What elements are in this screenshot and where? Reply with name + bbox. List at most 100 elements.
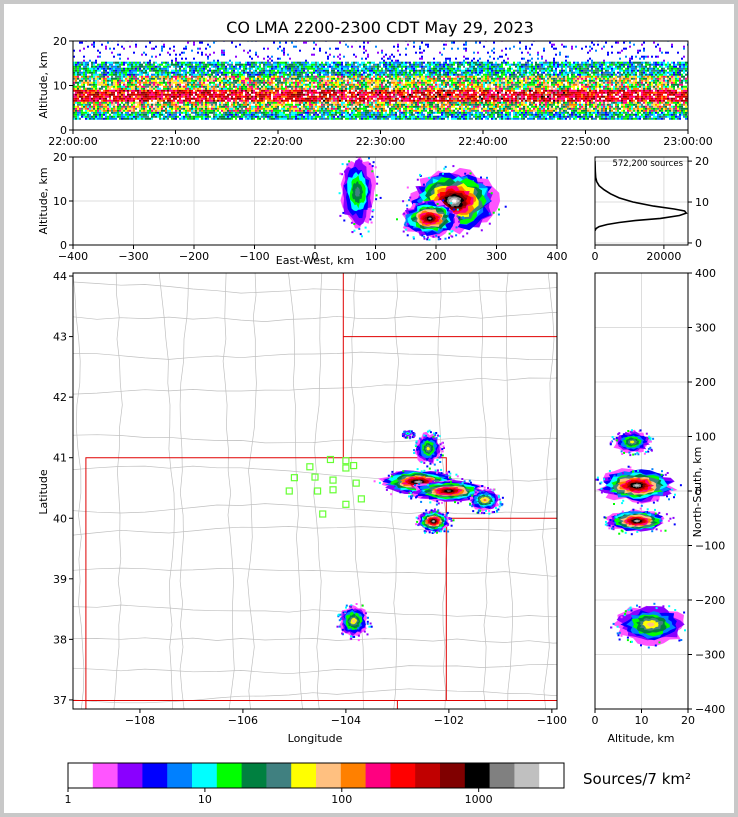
altitude-time-cell: [223, 73, 225, 76]
altitude-time-cell: [389, 85, 391, 88]
altitude-time-cell: [223, 109, 225, 112]
altitude-time-cell: [307, 75, 309, 78]
altitude-time-cell: [73, 113, 75, 116]
altitude-time-cell: [131, 91, 133, 94]
altitude-time-cell: [383, 97, 385, 100]
altitude-time-cell: [261, 75, 263, 78]
altitude-time-cell: [381, 61, 383, 64]
altitude-time-cell: [313, 101, 315, 104]
altitude-time-cell: [351, 45, 353, 48]
altitude-time-cell: [285, 79, 287, 82]
altitude-time-cell: [423, 107, 425, 110]
altitude-time-cell: [373, 107, 375, 110]
altitude-time-cell: [273, 113, 275, 116]
altitude-time-cell: [101, 79, 103, 82]
altitude-time-cell: [159, 95, 161, 98]
altitude-time-cell: [381, 79, 383, 82]
altitude-time-cell: [203, 85, 205, 88]
altitude-time-cell: [321, 79, 323, 82]
altitude-time-cell: [111, 93, 113, 96]
altitude-time-cell: [141, 71, 143, 74]
altitude-time-cell: [317, 113, 319, 116]
altitude-time-cell: [405, 71, 407, 74]
altitude-time-cell: [159, 73, 161, 76]
altitude-time-cell: [393, 91, 395, 94]
altitude-time-cell: [387, 73, 389, 76]
altitude-time-cell: [287, 75, 289, 78]
altitude-time-cell: [397, 77, 399, 80]
altitude-time-cell: [157, 85, 159, 88]
altitude-time-cell: [195, 87, 197, 90]
altitude-time-cell: [77, 93, 79, 96]
altitude-time-cell: [173, 73, 175, 76]
altitude-time-cell: [369, 79, 371, 82]
altitude-time-cell: [139, 103, 141, 106]
altitude-time-cell: [231, 105, 233, 108]
altitude-time-cell: [121, 99, 123, 102]
altitude-time-cell: [137, 111, 139, 114]
altitude-time-cell: [371, 97, 373, 100]
altitude-time-cell: [135, 69, 137, 72]
altitude-time-cell: [293, 113, 295, 116]
altitude-time-cell: [289, 115, 291, 118]
altitude-time-cell: [277, 95, 279, 98]
altitude-time-cell: [275, 113, 277, 116]
altitude-time-cell: [349, 115, 351, 118]
altitude-time-cell: [93, 97, 95, 100]
altitude-time-cell: [133, 77, 135, 80]
altitude-time-cell: [201, 85, 203, 88]
altitude-time-cell: [413, 117, 415, 120]
altitude-time-cell: [275, 71, 277, 74]
altitude-time-cell: [239, 97, 241, 100]
altitude-time-cell: [305, 109, 307, 112]
altitude-time-cell: [259, 87, 261, 90]
altitude-time-cell: [207, 57, 209, 60]
altitude-time-cell: [391, 79, 393, 82]
altitude-time-cell: [211, 99, 213, 102]
altitude-time-cell: [129, 83, 131, 86]
altitude-time-cell: [115, 113, 117, 116]
altitude-time-cell: [277, 103, 279, 106]
altitude-time-cell: [315, 69, 317, 72]
altitude-time-cell: [265, 113, 267, 116]
altitude-time-cell: [403, 87, 405, 90]
altitude-time-cell: [105, 63, 107, 66]
altitude-time-cell: [105, 109, 107, 112]
altitude-time-cell: [345, 111, 347, 114]
altitude-time-cell: [83, 113, 85, 116]
altitude-time-cell: [377, 111, 379, 114]
altitude-time-cell: [397, 115, 399, 118]
altitude-time-cell: [233, 71, 235, 74]
altitude-time-cell: [131, 105, 133, 108]
altitude-time-cell: [409, 111, 411, 114]
altitude-time-cell: [307, 103, 309, 106]
altitude-time-cell: [225, 117, 227, 120]
altitude-time-cell: [319, 93, 321, 96]
altitude-time-cell: [393, 93, 395, 96]
altitude-time-cell: [87, 99, 89, 102]
altitude-time-cell: [141, 103, 143, 106]
altitude-time-cell: [403, 71, 405, 74]
altitude-time-cell: [337, 117, 339, 120]
altitude-time-cell: [185, 85, 187, 88]
altitude-time-cell: [339, 53, 341, 56]
altitude-time-cell: [185, 57, 187, 60]
altitude-time-cell: [413, 115, 415, 118]
altitude-time-cell: [93, 77, 95, 80]
altitude-time-cell: [223, 49, 225, 52]
altitude-time-cell: [163, 85, 165, 88]
altitude-time-cell: [249, 97, 251, 100]
altitude-time-cell: [307, 101, 309, 104]
altitude-time-cell: [205, 105, 207, 108]
altitude-time-cell: [155, 97, 157, 100]
altitude-time-cell: [233, 85, 235, 88]
altitude-time-cell: [375, 91, 377, 94]
altitude-time-cell: [309, 67, 311, 70]
altitude-time-cell: [399, 103, 401, 106]
altitude-time-cell: [395, 65, 397, 68]
altitude-time-cell: [287, 65, 289, 68]
altitude-time-cell: [409, 77, 411, 80]
altitude-time-cell: [87, 109, 89, 112]
altitude-time-cell: [75, 91, 77, 94]
altitude-time-cell: [295, 109, 297, 112]
